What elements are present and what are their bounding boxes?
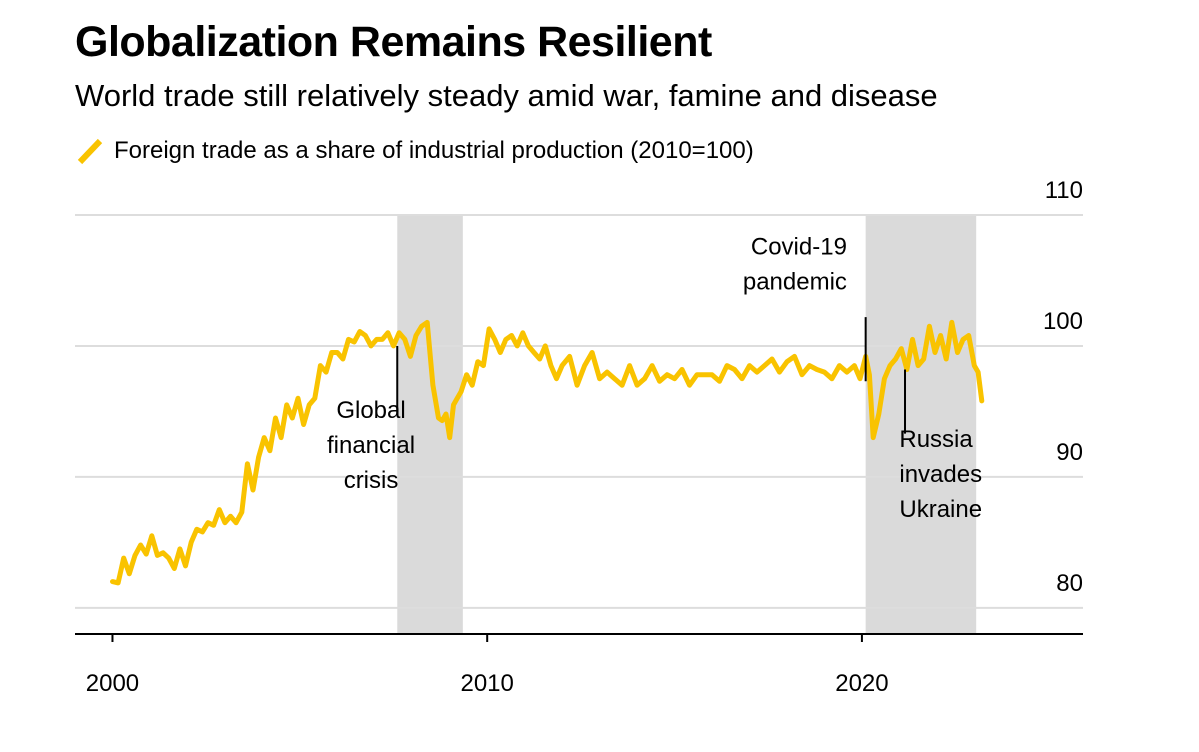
x-tick-label: 2000 xyxy=(86,670,139,697)
annotation-label: Covid-19 xyxy=(751,233,847,260)
y-tick-label: 90 xyxy=(1056,439,1083,466)
annotation-label: pandemic xyxy=(743,268,847,295)
legend-swatch-icon xyxy=(77,138,103,165)
y-tick-label: 110 xyxy=(1045,177,1083,204)
annotation-label: crisis xyxy=(344,467,399,494)
x-tick-label: 2010 xyxy=(460,670,513,697)
chart-subtitle: World trade still relatively steady amid… xyxy=(75,78,938,113)
annotation-label: financial xyxy=(327,432,415,459)
annotation-label: Russia xyxy=(899,426,973,453)
annotation-label: Global xyxy=(336,397,405,424)
x-tick-label: 2020 xyxy=(835,670,888,697)
series-line-0 xyxy=(110,319,985,586)
legend: Foreign trade as a share of industrial p… xyxy=(75,136,754,166)
y-tick-label: 80 xyxy=(1056,570,1083,597)
annotation-label: invades xyxy=(899,461,982,488)
chart-title: Globalization Remains Resilient xyxy=(75,18,712,66)
legend-label: Foreign trade as a share of industrial p… xyxy=(114,137,754,164)
shaded-period-1 xyxy=(865,215,977,634)
annotation-label: Ukraine xyxy=(899,496,982,523)
y-tick-label: 100 xyxy=(1043,308,1083,335)
